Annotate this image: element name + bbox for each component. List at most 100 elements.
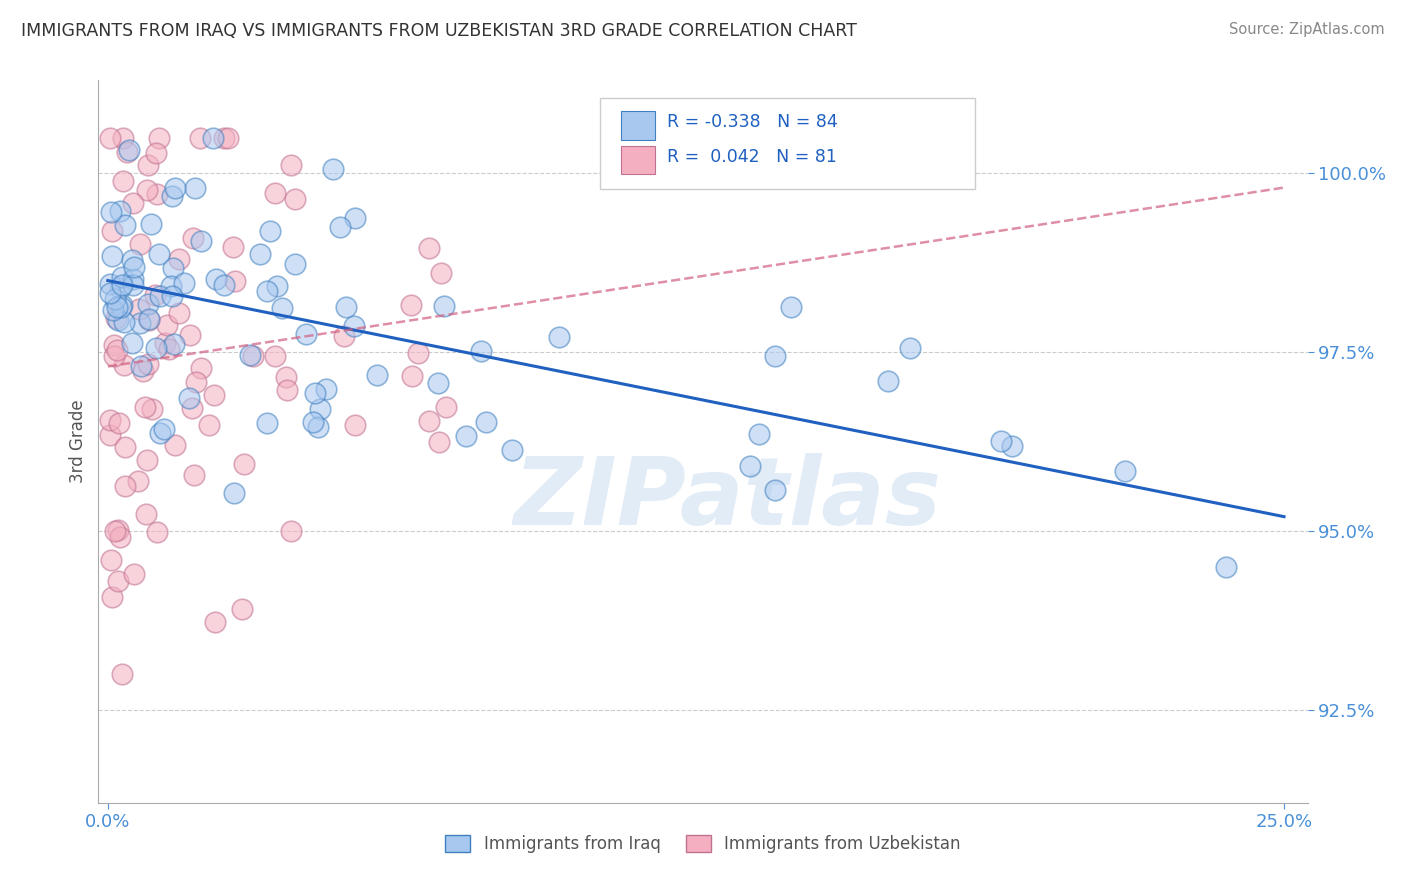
Point	[183, 468, 205, 483]
Point	[179, 391, 201, 405]
Point	[145, 146, 167, 161]
Point	[264, 349, 287, 363]
Text: Source: ZipAtlas.com: Source: ZipAtlas.com	[1229, 22, 1385, 37]
Point	[145, 187, 167, 202]
Point	[1215, 559, 1237, 574]
FancyBboxPatch shape	[600, 98, 976, 189]
Point	[259, 224, 281, 238]
Point	[763, 483, 786, 498]
Point	[134, 400, 156, 414]
Point	[136, 297, 159, 311]
Point	[132, 364, 155, 378]
Point	[111, 667, 134, 681]
Point	[344, 418, 367, 433]
Point	[110, 300, 132, 314]
Text: IMMIGRANTS FROM IRAQ VS IMMIGRANTS FROM UZBEKISTAN 3RD GRADE CORRELATION CHART: IMMIGRANTS FROM IRAQ VS IMMIGRANTS FROM …	[21, 22, 858, 40]
Point	[114, 440, 136, 454]
Point	[224, 274, 246, 288]
Point	[157, 343, 180, 357]
Point	[548, 330, 571, 344]
Point	[475, 415, 498, 429]
Point	[107, 523, 129, 537]
Point	[898, 341, 921, 355]
Point	[183, 231, 205, 245]
Point	[139, 217, 162, 231]
Point	[163, 437, 186, 451]
Point	[101, 249, 124, 263]
Point	[163, 181, 186, 195]
Point	[112, 174, 135, 188]
Point	[136, 158, 159, 172]
Point	[284, 192, 307, 206]
Point	[100, 552, 122, 566]
Point	[101, 302, 124, 317]
Point	[128, 301, 150, 316]
Point	[876, 374, 898, 388]
Point	[344, 211, 367, 226]
Point	[256, 284, 278, 298]
Point	[101, 590, 124, 604]
Point	[190, 360, 212, 375]
Point	[301, 415, 323, 429]
Point	[204, 615, 226, 629]
Point	[239, 348, 262, 362]
Point	[135, 453, 157, 467]
Point	[271, 301, 294, 316]
Point	[104, 524, 127, 538]
Point	[763, 349, 786, 363]
Point	[202, 388, 225, 402]
Point	[127, 474, 149, 488]
Point	[190, 234, 212, 248]
Point	[122, 272, 145, 286]
Point	[121, 336, 143, 351]
Point	[366, 368, 388, 382]
Point	[98, 285, 121, 300]
Point	[264, 186, 287, 201]
Point	[304, 386, 326, 401]
Point	[103, 349, 125, 363]
Point	[294, 327, 316, 342]
Point	[122, 196, 145, 211]
Point	[740, 458, 762, 473]
Point	[105, 300, 128, 314]
Point	[98, 428, 121, 442]
Point	[167, 252, 190, 266]
Point	[160, 279, 183, 293]
Point	[135, 508, 157, 522]
Point	[406, 345, 429, 359]
Point	[990, 434, 1012, 449]
Point	[108, 417, 131, 431]
Point	[107, 313, 129, 327]
Point	[141, 401, 163, 416]
Point	[183, 181, 205, 195]
Bar	[621, 112, 655, 139]
Point	[433, 299, 456, 313]
Point	[309, 401, 332, 416]
Y-axis label: 3rd Grade: 3rd Grade	[69, 400, 87, 483]
Point	[1001, 439, 1024, 453]
Point	[179, 328, 201, 343]
Text: R = -0.338   N = 84: R = -0.338 N = 84	[666, 113, 838, 131]
Point	[104, 292, 127, 306]
Point	[284, 257, 307, 271]
Point	[186, 375, 208, 389]
Point	[111, 130, 134, 145]
Point	[198, 417, 221, 432]
Point	[256, 417, 278, 431]
Point	[501, 442, 523, 457]
Point	[280, 158, 302, 172]
Point	[129, 316, 152, 330]
Point	[111, 270, 134, 285]
Point	[427, 434, 450, 449]
Point	[173, 277, 195, 291]
Point	[335, 300, 357, 314]
Point	[454, 429, 477, 443]
Point	[105, 310, 128, 325]
Point	[111, 298, 134, 312]
Point	[315, 382, 337, 396]
Point	[121, 252, 143, 267]
Point	[122, 566, 145, 581]
Point	[138, 312, 160, 326]
Point	[231, 601, 253, 615]
Point	[222, 486, 245, 500]
